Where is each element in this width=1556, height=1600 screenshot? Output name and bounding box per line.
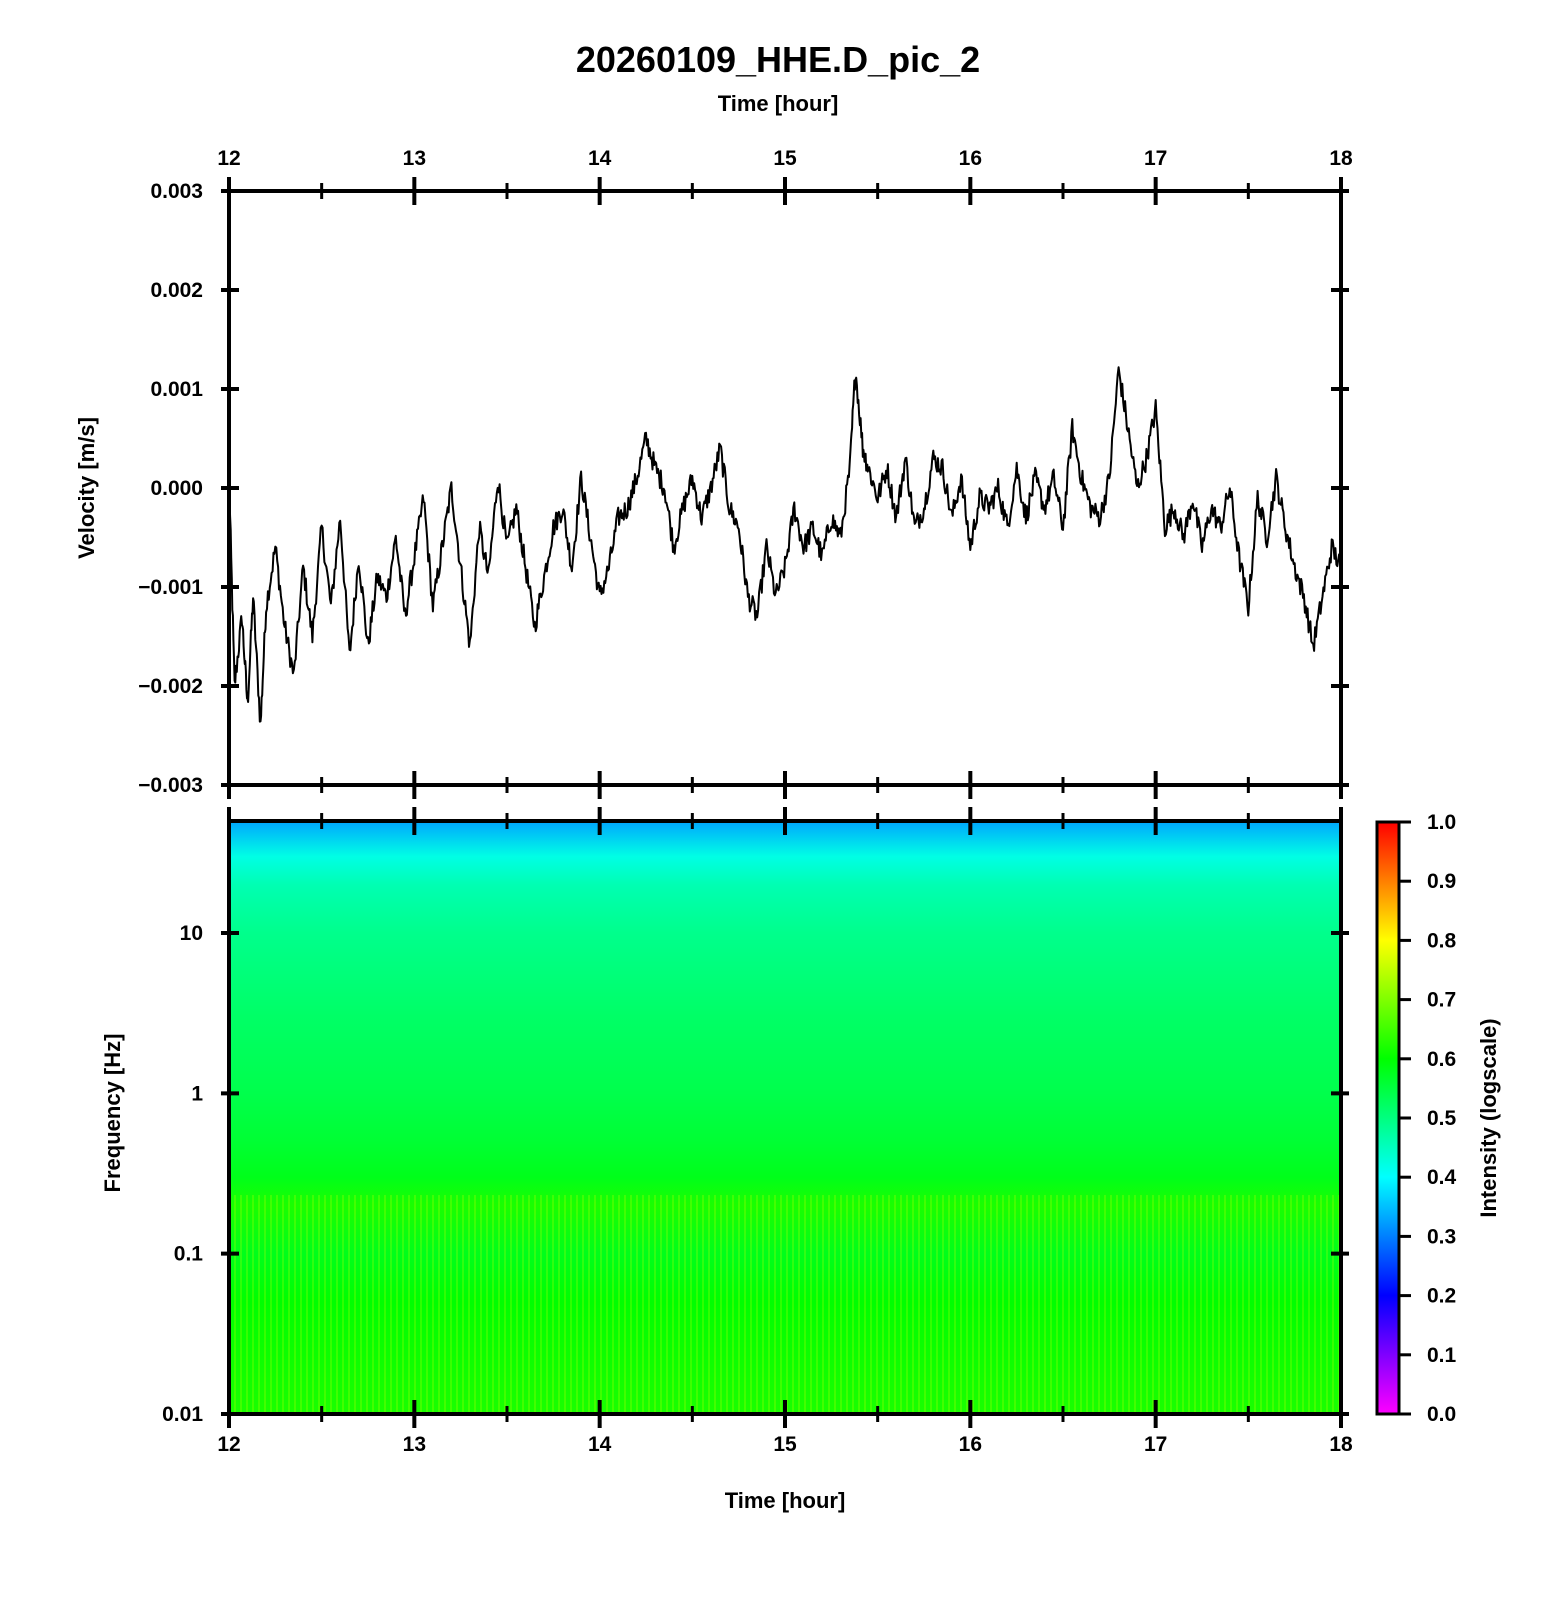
x-tick-label: 17: [1144, 1433, 1167, 1456]
colorbar-tick-label: 0.2: [1427, 1285, 1456, 1308]
y-tick-label: 0.002: [150, 279, 203, 302]
colorbar-tick-label: 0.8: [1427, 929, 1457, 952]
x-tick-label: 18: [1329, 147, 1353, 170]
y-tick-label: 0.000: [150, 477, 203, 500]
x-tick-label: 16: [959, 1433, 982, 1456]
spectrogram-bottom-x-ticks: 12 13 14 15 16 17 18: [217, 1400, 1353, 1456]
velocity-series-line: [228, 366, 1342, 723]
y-tick-label: 0.1: [174, 1243, 204, 1266]
spectrogram-top-x-ticks: [227, 807, 1343, 835]
colorbar-tick-label: 0.6: [1427, 1048, 1456, 1071]
spectrogram-y-axis-label: Frequency [Hz]: [100, 1034, 125, 1193]
colorbar-gradient: [1375, 820, 1401, 1416]
colorbar-tick-label: 0.3: [1427, 1225, 1456, 1248]
x-tick-label: 14: [588, 147, 612, 170]
colorbar-tick-label: 0.0: [1427, 1403, 1456, 1426]
x-tick-label: 15: [773, 1433, 797, 1456]
top-x-axis-label: Time [hour]: [718, 91, 839, 116]
colorbar-tick-label: 1.0: [1427, 811, 1456, 834]
colorbar: 1.0 0.9 0.8 0.7 0.6 0.5 0.4 0.3 0.2 0.1 0.0 Intens…: [1375, 811, 1501, 1426]
x-tick-label: 14: [588, 1433, 612, 1456]
x-tick-label: 17: [1144, 147, 1167, 170]
y-tick-label: −0.001: [138, 576, 203, 599]
bottom-x-axis-label: Time [hour]: [725, 1488, 846, 1513]
waveform-panel: 12 13 14 15 16 17 18 0.003 0.002 0.001 0.000 −0.00…: [74, 147, 1353, 799]
x-tick-label: 15: [773, 147, 797, 170]
y-tick-label: 0.003: [150, 180, 203, 203]
waveform-top-x-ticks: 12 13 14 15 16 17 18: [217, 147, 1353, 205]
x-tick-label: 13: [403, 1433, 426, 1456]
y-tick-label: −0.003: [138, 774, 203, 797]
colorbar-tick-label: 0.5: [1427, 1107, 1457, 1130]
waveform-plot-frame: [227, 189, 1343, 787]
colorbar-tick-label: 0.9: [1427, 870, 1456, 893]
x-tick-label: 18: [1329, 1433, 1353, 1456]
colorbar-label: Intensity (logscale): [1476, 1018, 1501, 1217]
spectrogram-stripes: [229, 1195, 1341, 1414]
colorbar-tick-label: 0.4: [1427, 1166, 1457, 1189]
waveform-y-axis-label: Velocity [m/s]: [74, 417, 99, 559]
spectrogram-y-ticks: 10 1 0.1 0.01: [162, 922, 1349, 1426]
y-tick-label: −0.002: [138, 675, 203, 698]
x-tick-label: 16: [959, 147, 982, 170]
y-tick-label: 10: [180, 922, 203, 945]
y-tick-label: 0.01: [162, 1403, 203, 1426]
y-tick-label: 1: [191, 1082, 203, 1105]
x-tick-label: 13: [403, 147, 426, 170]
colorbar-ticks: 1.0 0.9 0.8 0.7 0.6 0.5 0.4 0.3 0.2 0.1 0.0: [1399, 811, 1457, 1426]
colorbar-tick-label: 0.7: [1427, 989, 1456, 1012]
y-tick-label: 0.001: [150, 378, 203, 401]
x-tick-label: 12: [217, 1433, 240, 1456]
x-tick-label: 12: [217, 147, 240, 170]
colorbar-tick-label: 0.1: [1427, 1344, 1457, 1367]
figure-title: 20260109_HHE.D_pic_2: [576, 39, 980, 80]
spectrogram-panel: 12 13 14 15 16 17 18 10 1 0.1 0.01 Frequency [Hz]…: [100, 807, 1353, 1513]
waveform-y-ticks: 0.003 0.002 0.001 0.000 −0.001 −0.002 −0.003: [138, 180, 1349, 797]
